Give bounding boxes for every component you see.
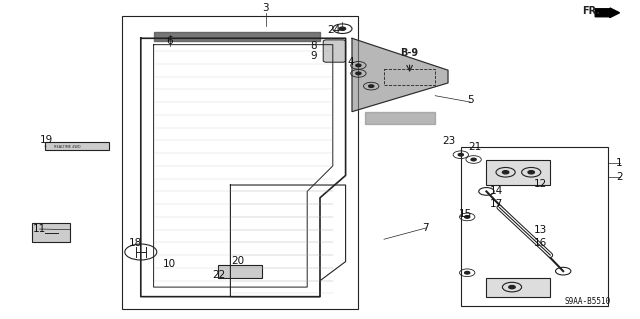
Circle shape xyxy=(356,72,361,75)
Text: 6: 6 xyxy=(166,36,173,47)
Circle shape xyxy=(465,271,470,274)
Circle shape xyxy=(502,171,509,174)
Circle shape xyxy=(369,85,374,87)
FancyBboxPatch shape xyxy=(218,265,262,278)
Text: 15: 15 xyxy=(460,209,472,219)
Text: REALTIME 4WD: REALTIME 4WD xyxy=(54,145,81,149)
FancyBboxPatch shape xyxy=(486,160,550,185)
Text: 12: 12 xyxy=(534,179,547,189)
Text: 17: 17 xyxy=(490,198,502,209)
Text: 1: 1 xyxy=(616,158,623,168)
Polygon shape xyxy=(365,112,435,124)
Polygon shape xyxy=(352,38,448,112)
Text: 9: 9 xyxy=(310,51,317,61)
Circle shape xyxy=(356,64,361,67)
Circle shape xyxy=(528,171,534,174)
FancyBboxPatch shape xyxy=(323,40,346,62)
Circle shape xyxy=(465,216,470,218)
Text: 18: 18 xyxy=(129,238,142,248)
Text: 21: 21 xyxy=(468,142,481,152)
Text: 24: 24 xyxy=(328,25,340,35)
Text: 23: 23 xyxy=(443,136,456,146)
Text: 2: 2 xyxy=(616,172,623,182)
Circle shape xyxy=(458,153,463,156)
Text: 4: 4 xyxy=(348,57,354,67)
Text: FR.: FR. xyxy=(582,6,600,16)
Text: 14: 14 xyxy=(490,186,502,196)
FancyBboxPatch shape xyxy=(486,278,550,297)
FancyBboxPatch shape xyxy=(32,223,70,242)
Text: 8: 8 xyxy=(310,41,317,51)
Text: S9AA-B5510: S9AA-B5510 xyxy=(565,297,611,306)
Text: 11: 11 xyxy=(33,224,46,234)
Text: 22: 22 xyxy=(212,270,225,280)
Text: 16: 16 xyxy=(534,238,547,248)
FancyArrow shape xyxy=(595,8,620,18)
Text: 5: 5 xyxy=(467,95,474,106)
Circle shape xyxy=(509,286,515,289)
Text: 7: 7 xyxy=(422,223,429,233)
Text: 19: 19 xyxy=(40,135,52,145)
FancyBboxPatch shape xyxy=(45,142,109,150)
Text: 20: 20 xyxy=(232,256,244,266)
Circle shape xyxy=(471,158,476,161)
Text: 10: 10 xyxy=(163,259,176,269)
Text: 3: 3 xyxy=(262,3,269,13)
Circle shape xyxy=(339,27,346,30)
Text: B-9: B-9 xyxy=(401,48,419,58)
Text: 13: 13 xyxy=(534,225,547,235)
